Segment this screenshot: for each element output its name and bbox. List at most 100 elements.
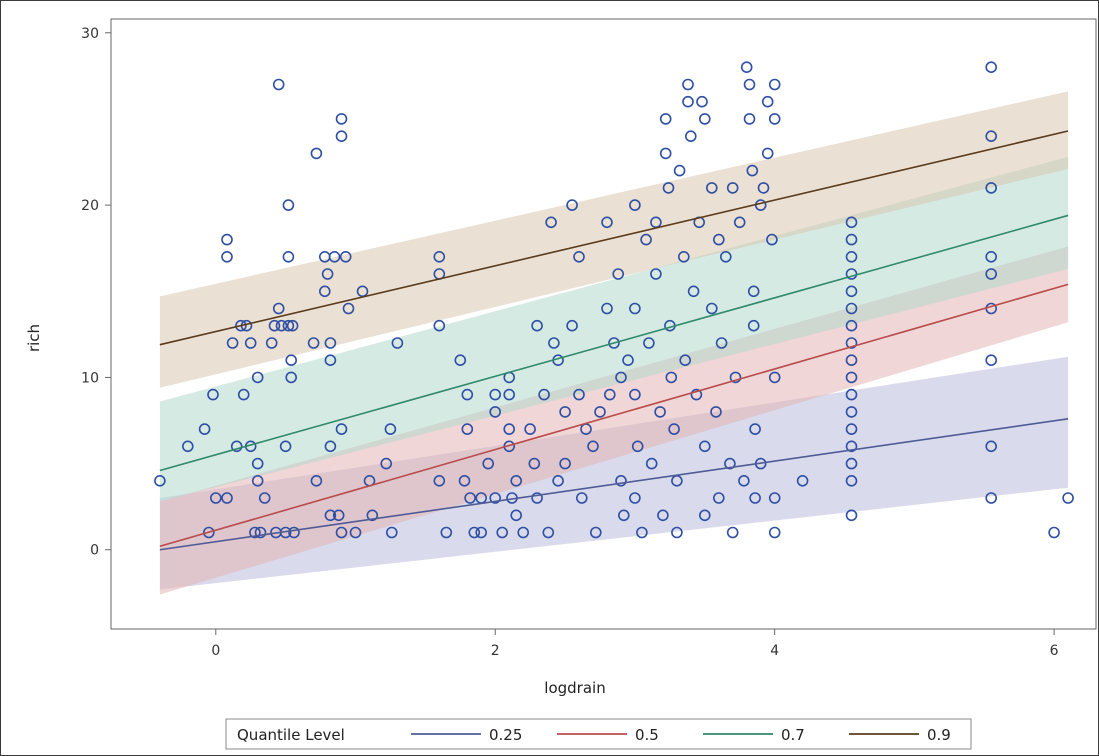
scatter-point: [182, 440, 194, 453]
y-tick-label: 0: [90, 543, 99, 559]
scatter-point: [542, 526, 555, 539]
scatter-point: [366, 509, 379, 522]
scatter-point: [342, 302, 355, 315]
scatter-point: [307, 337, 320, 349]
scatter-point: [258, 492, 271, 504]
scatter-point: [743, 78, 756, 91]
scatter-point: [710, 406, 722, 418]
scatter-point: [662, 182, 675, 194]
scatter-point: [985, 440, 998, 453]
scatter-point: [631, 440, 644, 453]
scatter-point: [324, 509, 337, 522]
scatter-point: [845, 302, 858, 315]
quantile-line-0.5: [159, 283, 1069, 548]
scatter-point: [645, 457, 658, 470]
scatter-point: [615, 474, 627, 487]
scatter-point: [712, 492, 725, 504]
scatter-point: [468, 526, 481, 539]
scatter-point: [985, 130, 998, 142]
quantile-line-0.25: [159, 417, 1069, 551]
scatter-point: [1048, 526, 1060, 539]
legend-label-0.25: 0.25: [489, 726, 522, 744]
scatter-point: [643, 337, 655, 349]
scatter-point: [275, 319, 288, 332]
scatter-point: [538, 388, 550, 401]
scatter-point: [230, 440, 243, 453]
scatter-point: [746, 164, 759, 177]
scatter-point: [285, 371, 298, 384]
scatter-point: [489, 492, 502, 504]
scatter-point: [433, 474, 446, 487]
scatter-point: [391, 337, 404, 349]
scatter-point: [747, 319, 760, 332]
scatter-point: [237, 388, 250, 401]
scatter-point: [654, 406, 666, 418]
scatter-point: [845, 251, 858, 263]
scatter-point: [528, 457, 541, 470]
scatter-point: [761, 95, 774, 108]
scatter-point: [1062, 492, 1074, 504]
scatter-point: [687, 285, 700, 298]
scatter-point: [458, 474, 471, 487]
scatter-point: [749, 492, 761, 504]
scatter-point: [985, 492, 998, 504]
scatter-point: [332, 509, 345, 522]
scatter-point: [464, 492, 476, 504]
scatter-point: [282, 199, 295, 211]
scatter-point: [766, 233, 778, 246]
scatter-point: [531, 319, 543, 332]
scatter-point: [573, 251, 585, 263]
scatter-point: [339, 251, 352, 263]
scatter-point: [335, 113, 348, 125]
scatter-point: [845, 440, 858, 453]
scatter-point: [733, 216, 746, 229]
scatter-point: [845, 354, 858, 367]
scatter-point: [254, 526, 267, 539]
legend: Quantile Level 0.25 0.5 0.7 0.9: [225, 718, 972, 750]
scatter-point: [489, 388, 502, 401]
scatter-point: [475, 526, 488, 539]
scatter-point: [768, 526, 781, 539]
scatter-point: [524, 423, 536, 435]
scatter-point: [310, 474, 323, 487]
scatter-point: [559, 457, 571, 470]
scatter-point: [221, 492, 233, 504]
scatter-point: [251, 474, 264, 487]
scatter-point: [845, 509, 858, 522]
scatter-point: [566, 199, 578, 211]
scatter-point: [324, 337, 337, 349]
scatter-point: [235, 319, 247, 332]
scatter-point: [335, 130, 348, 142]
scatter-point: [985, 251, 998, 263]
scatter-point: [629, 199, 641, 211]
scatter-point: [617, 509, 630, 522]
scatter-point: [279, 440, 292, 453]
scatter-point: [589, 526, 602, 539]
scatter-point: [740, 61, 753, 73]
scatter-point: [845, 216, 858, 229]
scatter-point: [440, 526, 453, 539]
scatter-point: [845, 337, 858, 349]
scatter-point: [349, 526, 362, 539]
scatter-point: [285, 354, 298, 367]
scatter-point: [335, 526, 348, 539]
scatter-point: [705, 182, 718, 194]
scatter-point: [268, 319, 281, 332]
scatter-point: [629, 388, 641, 401]
scatter-point: [594, 406, 606, 418]
scatter-point: [729, 371, 742, 384]
scatter-point: [272, 302, 285, 315]
scatter-point: [251, 457, 264, 470]
scatter-point: [310, 147, 323, 160]
confidence-band-0.9: [159, 91, 1069, 388]
scatter-point: [489, 406, 502, 418]
scatter-point: [603, 388, 616, 401]
scatter-point: [384, 423, 397, 435]
x-tick-label: 6: [1050, 643, 1059, 659]
scatter-point: [510, 509, 523, 522]
scatter-point: [496, 526, 509, 539]
scatter-point: [845, 423, 858, 435]
scatter-point: [719, 251, 732, 263]
scatter-point: [288, 526, 300, 539]
